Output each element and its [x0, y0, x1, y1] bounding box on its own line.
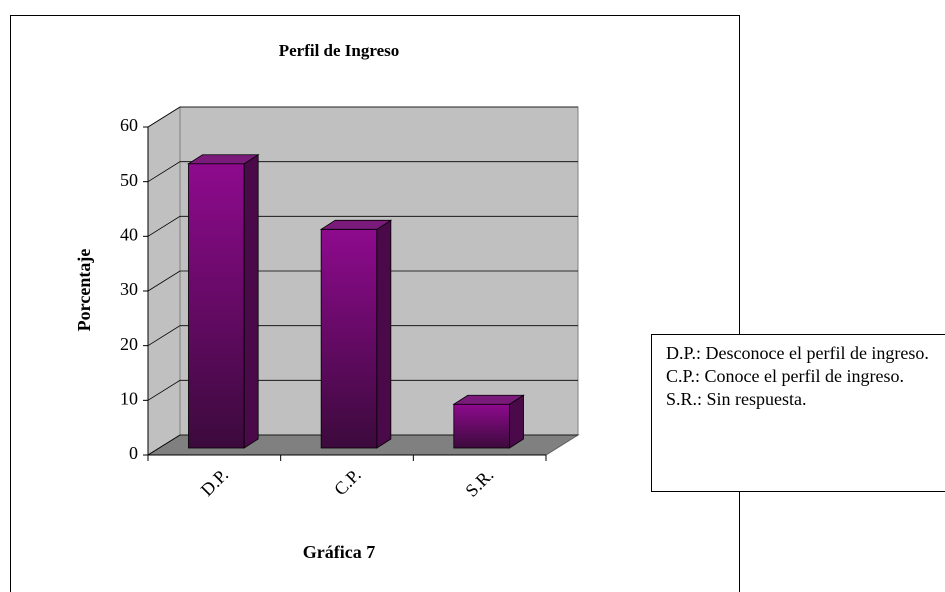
bar-side	[376, 219, 392, 449]
grid-line	[147, 379, 578, 401]
y-axis-label: Porcentaje	[74, 249, 94, 332]
note: D.P.: Desconoce el perfil de ingreso.	[666, 343, 929, 363]
bar-side	[243, 154, 259, 449]
y-tick-label: 40	[120, 224, 138, 244]
notes-box: D.P.: Desconoce el perfil de ingreso. C.P…	[651, 334, 945, 492]
y-tick-label: 50	[120, 170, 138, 190]
bar-front	[320, 228, 378, 449]
bar-front	[453, 403, 510, 449]
bar-top	[187, 154, 260, 165]
bar	[452, 394, 525, 449]
note: S.R.: Sin respuesta.	[666, 389, 807, 409]
bar-top	[319, 219, 393, 230]
grid-line	[147, 215, 578, 237]
bar-front	[188, 163, 245, 449]
bar-top	[452, 394, 525, 405]
y-tick-label: 0	[129, 443, 138, 463]
grid-line	[147, 434, 578, 456]
chart-title: Perfil de Ingreso	[279, 41, 400, 60]
y-tick-label: 20	[120, 334, 138, 354]
grid-line	[147, 106, 578, 128]
y-tick-label: 60	[120, 115, 138, 135]
grid-line	[147, 161, 578, 183]
x-axis-label: Gráfica 7	[303, 542, 375, 562]
bar	[319, 219, 393, 449]
y-tick-label: 10	[120, 388, 138, 408]
y-tick-label: 30	[120, 279, 138, 299]
note: C.P.: Conoce el perfil de ingreso.	[666, 366, 904, 386]
grid-line	[147, 270, 578, 292]
bar	[187, 154, 260, 449]
grid-line	[147, 325, 578, 347]
